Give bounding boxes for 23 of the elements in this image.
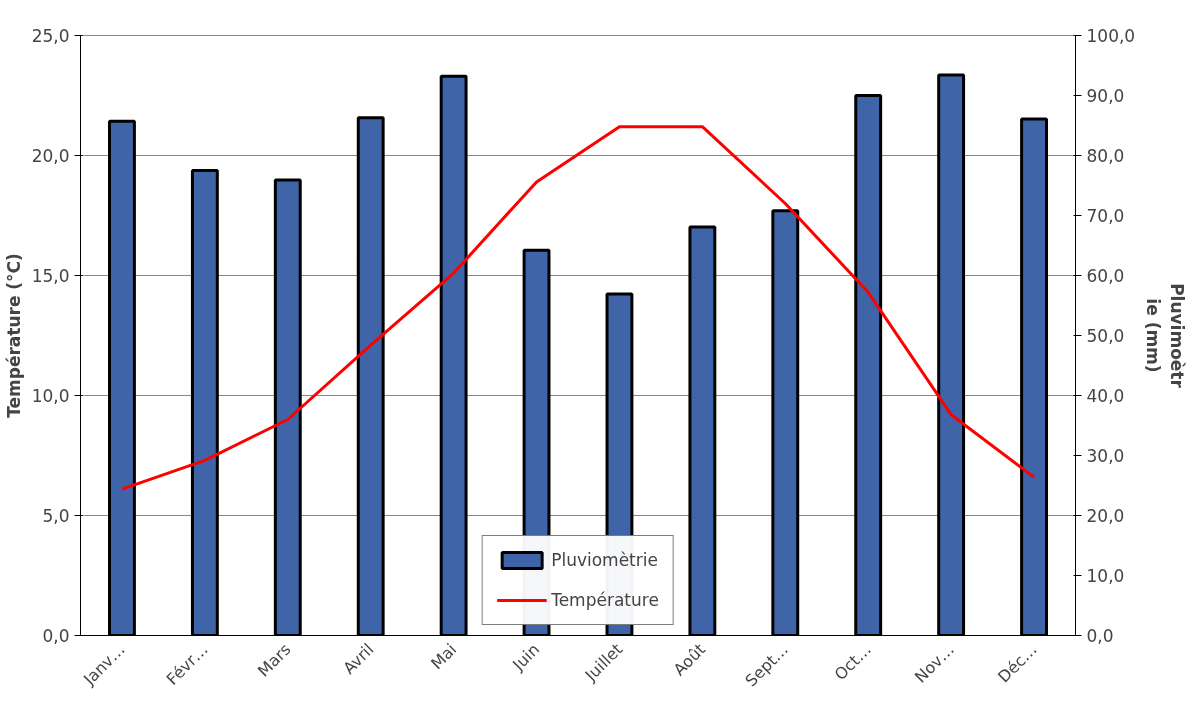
y-tick-label: 20,0 [31,146,70,166]
y-tick-label: 10,0 [31,386,70,406]
y2-tick-label: 0,0 [1086,626,1114,646]
y2-tick-label: 50,0 [1086,326,1125,346]
y-axis-title: Température (°C) [3,253,24,418]
legend-label: Température [551,590,659,610]
y2-tick-label: 30,0 [1086,446,1125,466]
x-tick-label: Mai [427,639,461,674]
y2-tick-label: 10,0 [1086,566,1125,586]
legend-label: Pluviomètrie [551,550,658,570]
y-tick-label: 25,0 [31,26,70,46]
y-tick-label: 0,0 [42,626,70,646]
y2-tick-label: 100,0 [1086,26,1136,46]
y2-tick-label: 80,0 [1086,146,1125,166]
y2-tick-label: 20,0 [1086,506,1125,526]
y-tick-label: 5,0 [42,506,70,526]
y2-tick-label: 60,0 [1086,266,1125,286]
line-series [120,125,1036,491]
y2-tick-label: 40,0 [1086,386,1125,406]
y2-axis-title: Pluvimoètr ie (mm) [1143,283,1188,389]
y-tick-label: 15,0 [31,266,70,286]
y2-tick-label: 70,0 [1086,206,1125,226]
y2-tick-label: 90,0 [1086,86,1125,106]
